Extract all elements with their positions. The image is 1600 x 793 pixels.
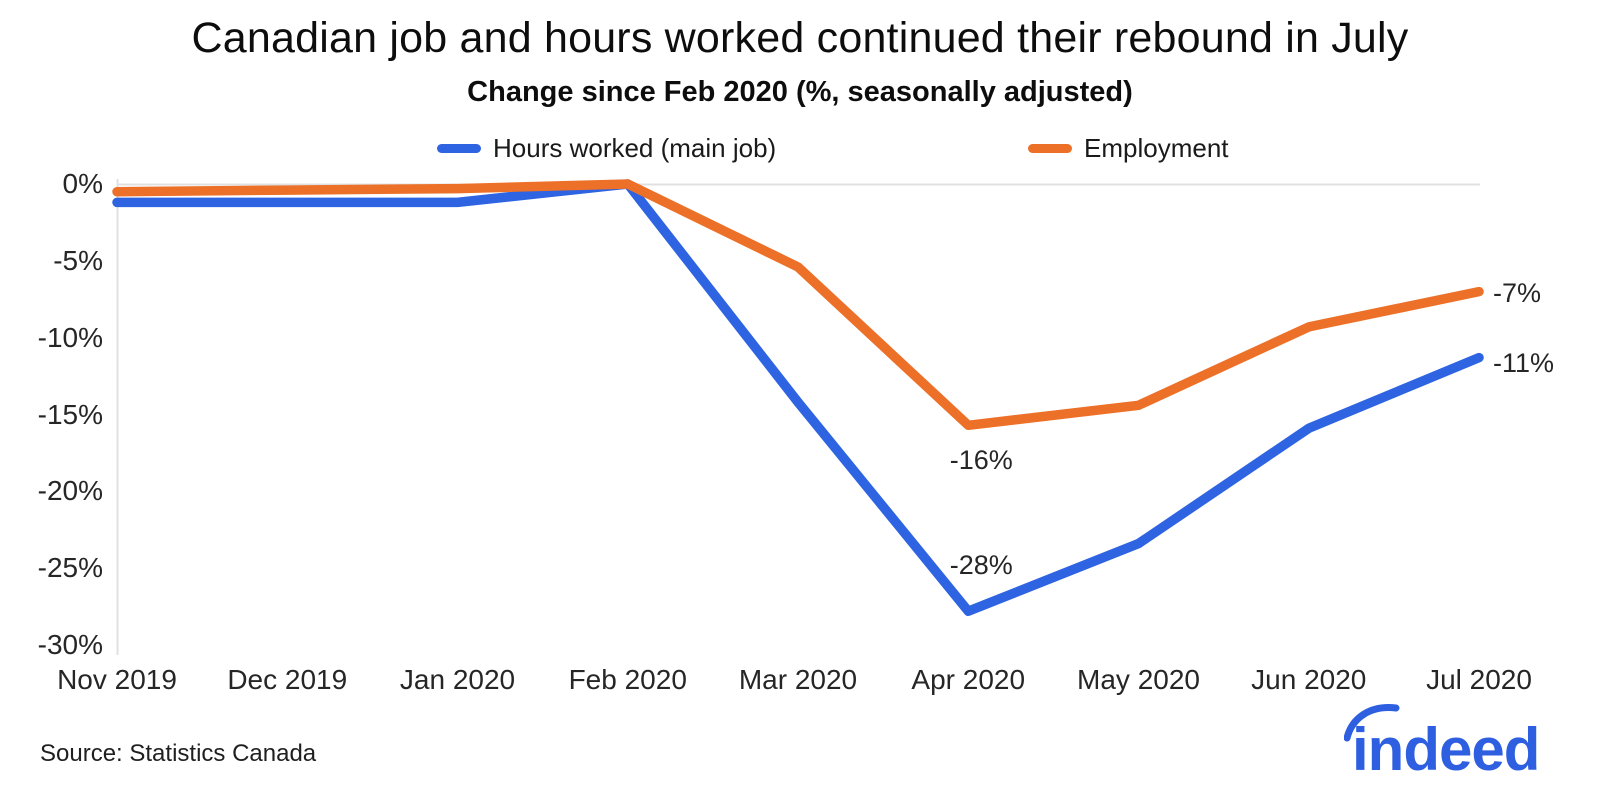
- chart-subtitle: Change since Feb 2020 (%, seasonally adj…: [467, 76, 1133, 108]
- legend-label-hours-worked: Hours worked (main job): [493, 132, 777, 163]
- legend-item-hours-worked: Hours worked (main job): [437, 133, 776, 163]
- y-tick-label: 0%: [62, 168, 103, 199]
- legend-label-employment: Employment: [1084, 132, 1229, 163]
- series-line-1: [112, 179, 1484, 431]
- x-tick-label: Feb 2020: [568, 664, 687, 695]
- x-tick-label: Jun 2020: [1251, 664, 1367, 695]
- x-tick-label: Jan 2020: [399, 664, 516, 695]
- indeed-logo-graphic: indeed: [1343, 704, 1540, 783]
- data-label: -7%: [1493, 277, 1542, 308]
- indeed-logo: indeed: [1343, 698, 1556, 783]
- x-tick-label: Nov 2019: [57, 664, 177, 695]
- y-tick-label: -5%: [53, 244, 103, 276]
- legend-swatch-employment: [1028, 143, 1072, 153]
- x-tick-label: Dec 2019: [227, 664, 348, 695]
- chart-title: Canadian job and hours worked continued …: [191, 14, 1409, 62]
- y-tick-label: -10%: [37, 321, 103, 353]
- legend-swatch-hours-worked: [437, 143, 481, 153]
- x-tick-label: May 2020: [1077, 664, 1200, 695]
- source-note: Source: Statistics Canada: [40, 740, 317, 767]
- indeed-arc-icon: [1343, 704, 1400, 742]
- y-tick-label: -30%: [37, 629, 103, 660]
- data-label: -16%: [949, 445, 1013, 476]
- y-tick-label: -25%: [37, 552, 103, 584]
- data-label: -28%: [949, 550, 1013, 581]
- data-label: -11%: [1493, 347, 1555, 378]
- y-tick-label: -15%: [37, 398, 103, 430]
- x-tick-label: Apr 2020: [911, 664, 1026, 695]
- x-tick-label: Mar 2020: [738, 664, 858, 695]
- legend-item-employment: Employment: [1028, 133, 1229, 163]
- x-tick-label: Jul 2020: [1426, 664, 1532, 695]
- series-line-0: [112, 179, 1484, 616]
- indeed-wordmark: indeed: [1352, 716, 1539, 782]
- y-tick-label: -20%: [37, 475, 103, 507]
